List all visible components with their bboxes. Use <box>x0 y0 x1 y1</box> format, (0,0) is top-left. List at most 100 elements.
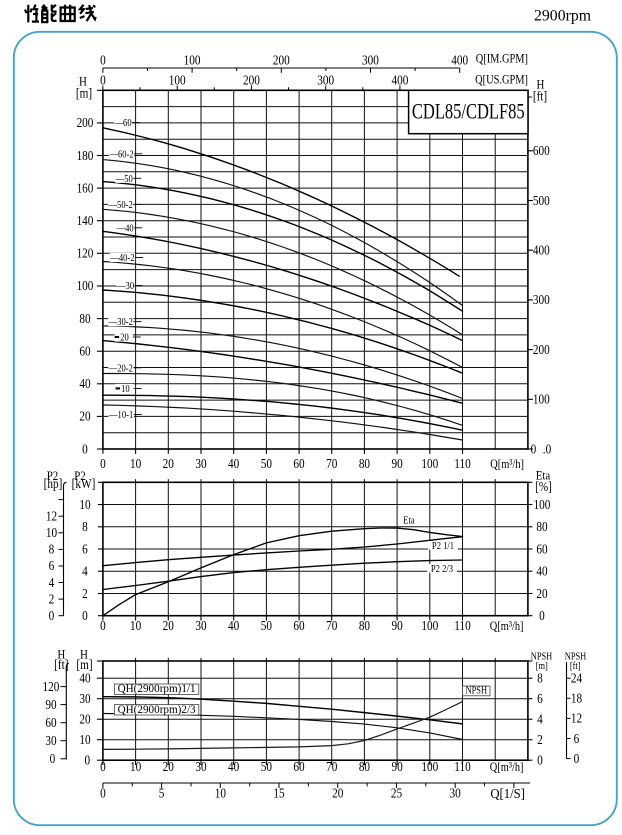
svg-text:4: 4 <box>49 575 55 590</box>
svg-text:30: 30 <box>195 456 206 471</box>
svg-text:P2 1/1: P2 1/1 <box>432 541 454 552</box>
svg-text:6: 6 <box>49 558 55 573</box>
svg-text:P2 2/3: P2 2/3 <box>431 564 453 575</box>
svg-text:100: 100 <box>77 278 94 293</box>
svg-text:400: 400 <box>391 72 408 87</box>
svg-text:5: 5 <box>159 785 165 800</box>
svg-text:6: 6 <box>574 731 580 746</box>
svg-text:20: 20 <box>332 785 343 800</box>
svg-text:Q[US.GPM]: Q[US.GPM] <box>475 72 528 86</box>
svg-text:.0: .0 <box>543 441 551 456</box>
svg-text:[m]: [m] <box>76 85 92 100</box>
svg-text:40: 40 <box>228 759 239 774</box>
svg-text:100: 100 <box>169 72 186 87</box>
svg-text:Eta: Eta <box>536 467 551 482</box>
svg-text:200: 200 <box>243 72 260 87</box>
svg-text:30: 30 <box>45 733 56 748</box>
svg-text:20: 20 <box>163 618 174 633</box>
svg-text:—30: —30 <box>116 281 134 292</box>
svg-text:12: 12 <box>571 711 582 726</box>
svg-text:20: 20 <box>120 333 129 344</box>
svg-text:0: 0 <box>100 52 106 67</box>
svg-text:8: 8 <box>537 671 543 686</box>
svg-text:30: 30 <box>450 785 461 800</box>
svg-text:0: 0 <box>100 72 106 87</box>
svg-text:50: 50 <box>261 618 272 633</box>
svg-text:60: 60 <box>293 759 304 774</box>
svg-text:60: 60 <box>293 618 304 633</box>
svg-text:10: 10 <box>121 384 130 395</box>
svg-text:[m]: [m] <box>76 657 92 672</box>
svg-text:—30-2: —30-2 <box>108 318 133 329</box>
svg-text:40: 40 <box>228 618 239 633</box>
svg-text:2: 2 <box>49 592 55 607</box>
svg-text:50: 50 <box>261 759 272 774</box>
svg-text:100: 100 <box>533 392 550 407</box>
svg-text:24: 24 <box>571 671 582 686</box>
svg-text:QH(2900rpm)1/1: QH(2900rpm)1/1 <box>118 682 196 695</box>
svg-text:10: 10 <box>130 456 141 471</box>
svg-text:110: 110 <box>454 759 470 774</box>
svg-text:20: 20 <box>163 456 174 471</box>
svg-text:80: 80 <box>79 311 90 326</box>
svg-text:100: 100 <box>421 618 438 633</box>
svg-text:Q[1/S]: Q[1/S] <box>490 786 525 801</box>
svg-text:H: H <box>537 76 545 91</box>
svg-text:110: 110 <box>454 618 470 633</box>
svg-text:40: 40 <box>79 671 90 686</box>
svg-text:—10-1: —10-1 <box>108 410 133 421</box>
svg-text:90: 90 <box>392 618 403 633</box>
svg-text:20: 20 <box>163 759 174 774</box>
svg-text:0: 0 <box>537 753 543 768</box>
svg-text:50: 50 <box>261 456 272 471</box>
svg-text:180: 180 <box>77 148 94 163</box>
svg-text:[m]: [m] <box>536 660 548 671</box>
svg-text:60: 60 <box>79 344 90 359</box>
svg-text:500: 500 <box>533 193 550 208</box>
svg-text:[hp]: [hp] <box>44 476 63 491</box>
svg-text:40: 40 <box>79 376 90 391</box>
svg-text:80: 80 <box>536 519 547 534</box>
svg-text:—40-2: —40-2 <box>109 253 134 264</box>
svg-text:0: 0 <box>539 608 545 623</box>
svg-text:140: 140 <box>77 213 94 228</box>
svg-text:0: 0 <box>100 785 106 800</box>
svg-text:0: 0 <box>49 608 55 623</box>
svg-text:30: 30 <box>195 618 206 633</box>
svg-text:90: 90 <box>392 759 403 774</box>
svg-text:400: 400 <box>533 243 550 258</box>
svg-text:QH(2900rpm)2/3: QH(2900rpm)2/3 <box>118 702 196 715</box>
svg-text:70: 70 <box>326 456 337 471</box>
svg-text:200: 200 <box>533 342 550 357</box>
svg-text:70: 70 <box>326 759 337 774</box>
svg-text:80: 80 <box>359 618 370 633</box>
svg-text:300: 300 <box>362 52 379 67</box>
svg-text:[%]: [%] <box>535 479 552 494</box>
svg-text:—50: —50 <box>115 174 133 185</box>
svg-text:10: 10 <box>215 785 226 800</box>
svg-text:0: 0 <box>82 441 88 456</box>
svg-text:0: 0 <box>50 751 56 766</box>
svg-text:10: 10 <box>79 497 90 512</box>
svg-text:0: 0 <box>531 441 537 456</box>
svg-text:NPSH: NPSH <box>531 651 553 662</box>
svg-text:2: 2 <box>537 732 543 747</box>
svg-text:P2: P2 <box>47 468 59 483</box>
svg-text:0: 0 <box>82 608 88 623</box>
svg-text:200: 200 <box>77 115 94 130</box>
svg-text:120: 120 <box>43 679 60 694</box>
svg-text:12: 12 <box>46 509 57 524</box>
svg-text:H: H <box>79 73 87 88</box>
svg-text:[ft]: [ft] <box>570 660 581 671</box>
svg-text:[ft]: [ft] <box>533 88 547 103</box>
svg-text:—60-2: —60-2 <box>108 150 133 161</box>
svg-text:—40: —40 <box>116 224 134 235</box>
svg-text:18: 18 <box>571 691 582 706</box>
svg-text:Q[m³/h]: Q[m³/h] <box>490 760 524 774</box>
svg-text:0: 0 <box>84 753 90 768</box>
svg-text:0: 0 <box>100 456 106 471</box>
svg-text:Q[m³/h]: Q[m³/h] <box>490 619 524 633</box>
svg-text:10: 10 <box>79 732 90 747</box>
svg-text:8: 8 <box>49 542 55 557</box>
svg-text:90: 90 <box>392 456 403 471</box>
